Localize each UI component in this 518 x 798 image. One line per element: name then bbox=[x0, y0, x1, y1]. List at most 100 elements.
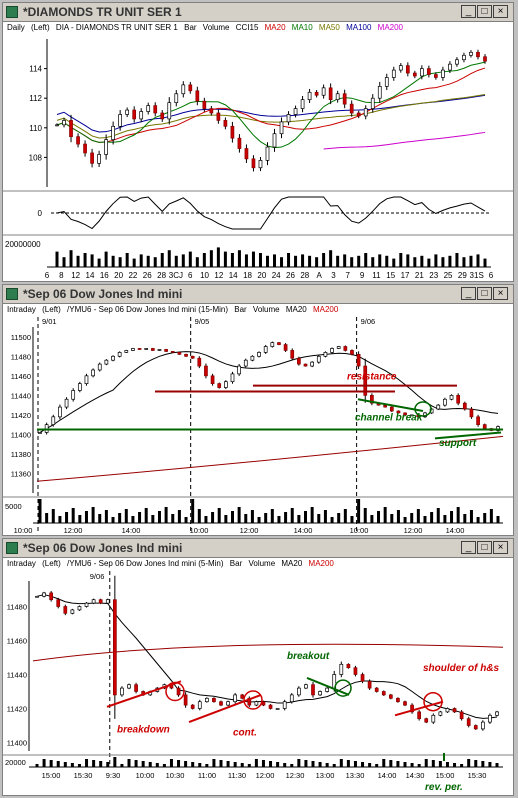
price-candle bbox=[290, 350, 295, 359]
breakout-circle bbox=[334, 679, 352, 697]
price-candle bbox=[381, 691, 386, 696]
volume-bar bbox=[310, 507, 314, 523]
x-tick-label: 14 bbox=[229, 271, 238, 280]
volume-bar bbox=[177, 510, 181, 523]
price-candle bbox=[473, 725, 478, 730]
price-candle bbox=[195, 90, 200, 102]
volume-bar bbox=[55, 251, 59, 267]
volume-bar bbox=[233, 762, 237, 767]
shoulder-circle bbox=[423, 691, 443, 712]
price-candle bbox=[127, 684, 131, 689]
window-title: *Sep 06 Dow Jones Ind mini bbox=[23, 541, 183, 555]
volume-bar bbox=[453, 763, 457, 767]
price-candle bbox=[391, 69, 396, 78]
x-tick-label: 31S bbox=[470, 271, 484, 280]
resistance-annotation: resistance bbox=[347, 372, 397, 383]
price-candle bbox=[204, 365, 208, 377]
price-candle bbox=[69, 120, 73, 138]
volume-bar bbox=[456, 507, 460, 523]
price-candle bbox=[153, 105, 158, 114]
price-candle bbox=[343, 346, 348, 351]
volume-bar bbox=[304, 511, 308, 523]
price-candle bbox=[251, 158, 256, 169]
price-candle bbox=[257, 352, 261, 357]
minimize-button[interactable]: _ bbox=[461, 541, 476, 554]
price-candle bbox=[456, 395, 461, 404]
volume-bar bbox=[111, 517, 115, 523]
volume-bar bbox=[120, 764, 124, 767]
price-candle bbox=[396, 697, 400, 703]
volume-bar bbox=[198, 763, 202, 767]
volume-bar bbox=[294, 255, 298, 267]
y-tick-label: 11480 bbox=[11, 352, 31, 361]
price-candle bbox=[417, 711, 422, 720]
window-titlebar[interactable]: *Sep 06 Dow Jones Ind mini _ □ × bbox=[3, 285, 513, 304]
volume-bar bbox=[134, 760, 138, 767]
volume-bar bbox=[332, 764, 336, 767]
price-candle bbox=[91, 599, 96, 604]
x-tick-label: 28 bbox=[300, 271, 309, 280]
price-candle bbox=[237, 365, 241, 375]
volume-bar bbox=[212, 759, 216, 767]
maximize-button[interactable]: □ bbox=[477, 5, 492, 18]
price-candle bbox=[160, 112, 165, 120]
maximize-button[interactable]: □ bbox=[477, 541, 492, 554]
volume-bar bbox=[357, 255, 361, 267]
volume-scale-label: 20000000 bbox=[5, 240, 41, 249]
price-candle bbox=[356, 112, 361, 117]
volume-bar bbox=[350, 257, 354, 267]
volume-bar bbox=[197, 509, 201, 523]
price-candle bbox=[226, 701, 230, 706]
price-candle bbox=[427, 68, 431, 75]
price-candle bbox=[436, 404, 441, 410]
price-candle bbox=[389, 406, 394, 412]
price-candle bbox=[111, 125, 115, 140]
maximize-button[interactable]: □ bbox=[477, 287, 492, 300]
price-candle bbox=[157, 349, 162, 351]
x-tick-label: 6 bbox=[188, 271, 193, 280]
y-tick-label: 11460 bbox=[11, 372, 31, 381]
volume-bar bbox=[361, 762, 365, 767]
minimize-button[interactable]: _ bbox=[461, 287, 476, 300]
price-candle bbox=[325, 687, 330, 692]
x-tick-label: 11:00 bbox=[198, 771, 216, 780]
minimize-button[interactable]: _ bbox=[461, 5, 476, 18]
price-candle bbox=[42, 592, 46, 597]
volume-bar bbox=[174, 255, 178, 267]
price-candle bbox=[83, 143, 87, 154]
price-candle bbox=[35, 595, 39, 598]
volume-bar bbox=[151, 515, 155, 523]
volume-bar bbox=[462, 257, 466, 267]
y-tick-label: 11440 bbox=[7, 671, 27, 680]
volume-bar bbox=[378, 254, 382, 267]
close-button[interactable]: × bbox=[493, 5, 508, 18]
volume-bar bbox=[424, 759, 428, 767]
volume-bar bbox=[205, 764, 209, 767]
info-ma20: MA20 bbox=[281, 559, 303, 568]
price-candle bbox=[62, 120, 66, 126]
volume-bar bbox=[399, 253, 403, 267]
price-candle bbox=[118, 114, 122, 127]
volume-bar bbox=[382, 759, 386, 767]
x-tick-label: 23 bbox=[429, 271, 438, 280]
close-button[interactable]: × bbox=[493, 287, 508, 300]
ma200-line bbox=[32, 643, 504, 662]
close-button[interactable]: × bbox=[493, 541, 508, 554]
price-candle bbox=[217, 383, 222, 388]
price-candle bbox=[318, 691, 322, 696]
price-candle bbox=[150, 348, 155, 351]
intraday-5min-window: *Sep 06 Dow Jones Ind mini _ □ × Intrada… bbox=[2, 538, 514, 796]
window-titlebar[interactable]: *DIAMONDS TR UNIT SER 1 _ □ × bbox=[3, 3, 513, 22]
price-candle bbox=[396, 410, 401, 414]
volume-bar bbox=[301, 254, 305, 267]
volume-bar bbox=[230, 253, 234, 267]
x-tick-label: 12:00 bbox=[256, 771, 275, 780]
volume-bar bbox=[371, 257, 375, 267]
price-candle bbox=[210, 375, 215, 384]
window-titlebar[interactable]: *Sep 06 Dow Jones Ind mini _ □ × bbox=[3, 539, 513, 558]
x-tick-label: 17 bbox=[401, 271, 410, 280]
ma200-line bbox=[323, 131, 486, 150]
price-candle bbox=[328, 87, 333, 101]
info-ma100: MA100 bbox=[346, 23, 372, 32]
breakout-annotation: breakout bbox=[287, 651, 330, 662]
